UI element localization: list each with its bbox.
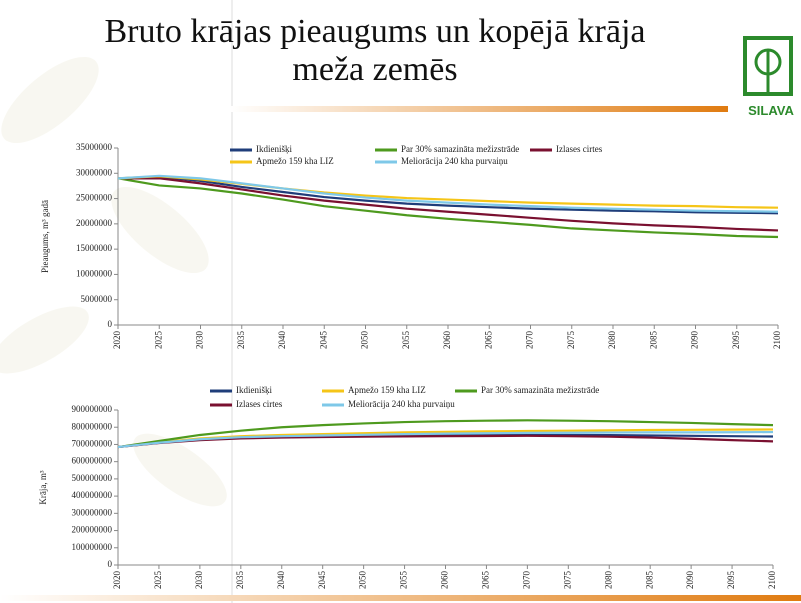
x-tick-label: 2030 bbox=[194, 571, 204, 590]
title-underline bbox=[230, 106, 728, 112]
x-tick-label: 2070 bbox=[521, 571, 531, 590]
x-tick-label: 2020 bbox=[112, 331, 122, 350]
legend-label: Izlases cirtes bbox=[556, 144, 603, 154]
x-tick-label: 2065 bbox=[481, 571, 491, 590]
x-tick-label: 2055 bbox=[399, 571, 409, 590]
legend-label: Ikdienišķi bbox=[236, 385, 272, 396]
series-line bbox=[117, 175, 779, 215]
y-tick-label: 30000000 bbox=[76, 167, 113, 177]
y-tick-label: 800000000 bbox=[72, 421, 113, 431]
legend-label: Ikdienišķi bbox=[256, 144, 292, 155]
x-tick-label: 2065 bbox=[483, 331, 493, 350]
x-tick-label: 2090 bbox=[685, 571, 695, 590]
x-tick-label: 2100 bbox=[767, 571, 777, 590]
x-tick-label: 2060 bbox=[440, 571, 450, 590]
y-tick-label: 5000000 bbox=[81, 294, 113, 304]
y-tick-label: 25000000 bbox=[76, 193, 113, 203]
x-tick-label: 2095 bbox=[726, 571, 736, 590]
x-tick-label: 2085 bbox=[648, 331, 658, 350]
x-tick-label: 2050 bbox=[358, 571, 368, 590]
bottom-bar bbox=[0, 595, 801, 601]
y-tick-label: 10000000 bbox=[76, 268, 113, 278]
x-tick-label: 2070 bbox=[525, 331, 535, 350]
y-tick-label: 600000000 bbox=[72, 456, 113, 466]
y-tick-label: 300000000 bbox=[72, 507, 113, 517]
y-tick-label: 400000000 bbox=[72, 490, 113, 500]
legend-label: Par 30% samazināta mežizstrāde bbox=[481, 385, 599, 395]
y-tick-label: 15000000 bbox=[76, 243, 113, 253]
x-tick-label: 2040 bbox=[276, 571, 286, 590]
legend-label: Par 30% samazināta mežizstrāde bbox=[401, 144, 519, 154]
legend-label: Meliorācija 240 kha purvaiņu bbox=[348, 399, 455, 410]
series-line bbox=[117, 419, 774, 449]
y-axis-label: Krāja, m³ bbox=[38, 470, 48, 504]
x-tick-label: 2040 bbox=[277, 331, 287, 350]
x-tick-label: 2035 bbox=[235, 571, 245, 590]
x-tick-label: 2080 bbox=[607, 331, 617, 350]
x-tick-label: 2055 bbox=[401, 331, 411, 350]
y-tick-label: 500000000 bbox=[72, 473, 113, 483]
y-tick-label: 200000000 bbox=[72, 525, 113, 535]
y-tick-label: 900000000 bbox=[72, 404, 113, 414]
y-tick-label: 100000000 bbox=[72, 542, 113, 552]
logo: SILAVA bbox=[743, 36, 794, 118]
y-axis-label: Pieaugums, m³ gadā bbox=[40, 200, 50, 273]
x-tick-label: 2025 bbox=[153, 331, 163, 350]
x-tick-label: 2045 bbox=[318, 331, 328, 350]
x-tick-label: 2025 bbox=[153, 571, 163, 590]
x-tick-label: 2075 bbox=[566, 331, 576, 350]
y-tick-label: 35000000 bbox=[76, 142, 113, 152]
legend-label: Apmežo 159 kha LIZ bbox=[256, 156, 334, 166]
legend-label: Meliorācija 240 kha purvaiņu bbox=[401, 156, 508, 167]
x-tick-label: 2020 bbox=[112, 571, 122, 590]
decor-leaves bbox=[0, 56, 227, 507]
x-tick-label: 2050 bbox=[360, 331, 370, 350]
y-tick-label: 700000000 bbox=[72, 439, 113, 449]
title-line: meža zemēs bbox=[292, 51, 457, 88]
y-tick-label: 0 bbox=[108, 559, 113, 569]
x-tick-label: 2085 bbox=[644, 571, 654, 590]
x-tick-label: 2045 bbox=[317, 571, 327, 590]
x-tick-label: 2035 bbox=[236, 331, 246, 350]
x-tick-label: 2100 bbox=[772, 331, 782, 350]
series-line bbox=[117, 430, 774, 449]
x-tick-label: 2060 bbox=[442, 331, 452, 350]
legend-label: Izlases cirtes bbox=[236, 399, 283, 409]
series-line bbox=[117, 174, 779, 213]
x-tick-label: 2075 bbox=[562, 571, 572, 590]
x-tick-label: 2090 bbox=[690, 331, 700, 350]
title-line: Bruto krājas pieaugums un kopējā krāja bbox=[104, 13, 645, 50]
x-tick-label: 2030 bbox=[195, 331, 205, 350]
y-tick-label: 0 bbox=[108, 319, 113, 329]
x-tick-label: 2080 bbox=[603, 571, 613, 590]
series-line bbox=[117, 177, 779, 239]
legend-label: Apmežo 159 kha LIZ bbox=[348, 385, 426, 395]
y-tick-label: 20000000 bbox=[76, 218, 113, 228]
x-tick-label: 2095 bbox=[731, 331, 741, 350]
series-line bbox=[118, 177, 779, 232]
logo-text: SILAVA bbox=[748, 103, 794, 118]
